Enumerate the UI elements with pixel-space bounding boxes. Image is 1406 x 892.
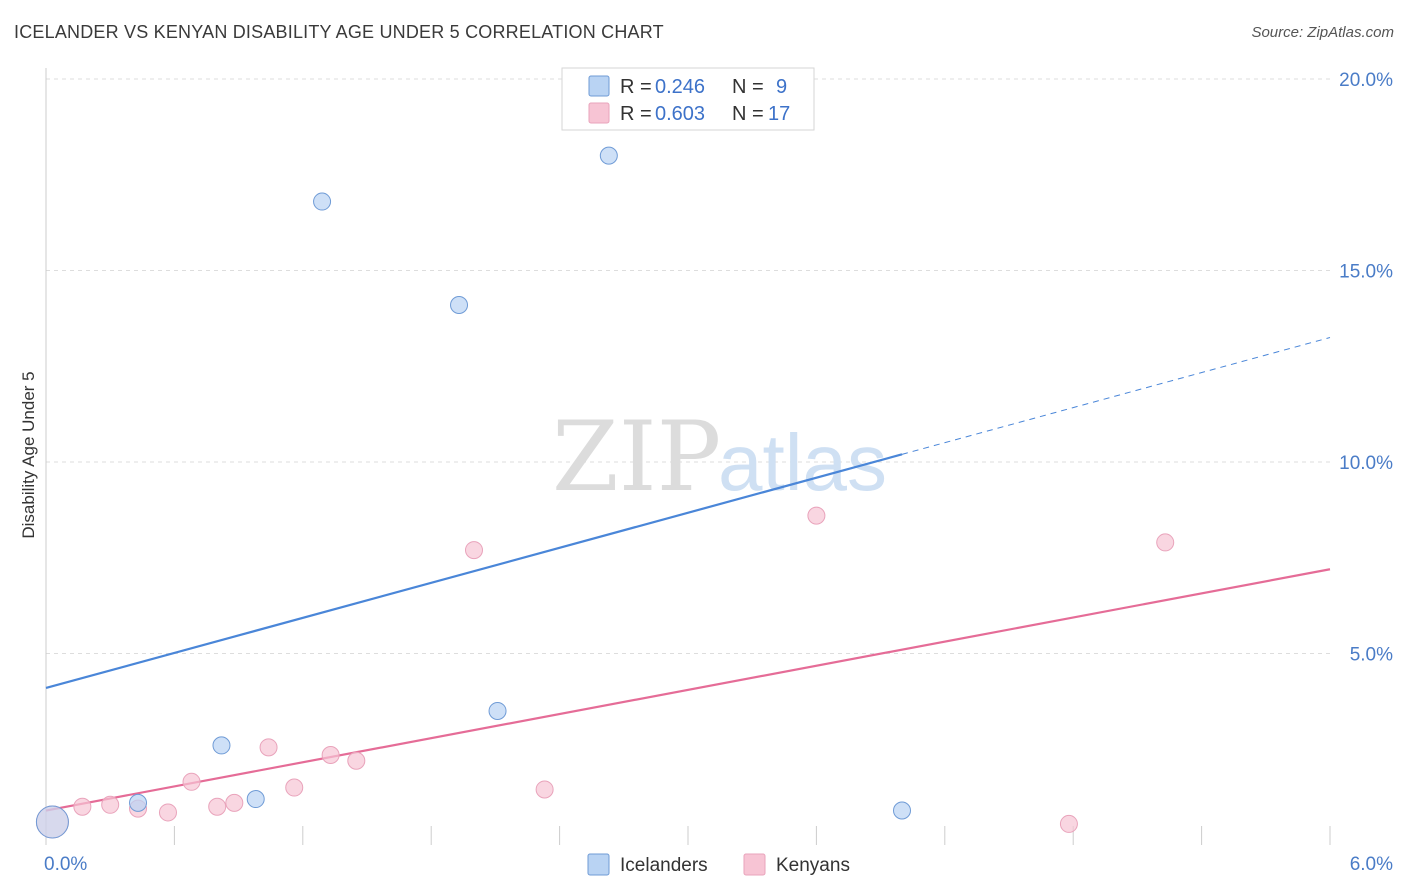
legend-r-label-kenyans: R = bbox=[620, 103, 652, 125]
y-axis-label: Disability Age Under 5 bbox=[19, 371, 38, 538]
trend-line-kenyans bbox=[45, 568, 1331, 812]
legend-n-label-icelanders: N = bbox=[732, 76, 764, 98]
point-kenyans bbox=[73, 797, 92, 816]
watermark-atlas: atlas bbox=[718, 418, 887, 507]
point-kenyans bbox=[1059, 814, 1078, 833]
point-icelanders bbox=[599, 146, 618, 165]
trend-line-icelanders bbox=[45, 453, 903, 690]
trend-line-icelanders-extension bbox=[901, 337, 1331, 455]
bottom-legend-kenyans: Kenyans bbox=[776, 855, 850, 876]
y-tick-label: 15.0% bbox=[1339, 262, 1393, 283]
legend-swatch-kenyans bbox=[588, 102, 610, 124]
legend-r-value-icelanders: 0.246 bbox=[655, 76, 705, 98]
y-tick-label: 10.0% bbox=[1339, 453, 1393, 474]
x-tick-label-max: 6.0% bbox=[1350, 854, 1393, 875]
x-tick-label-min: 0.0% bbox=[44, 854, 87, 875]
point-icelanders bbox=[893, 801, 911, 820]
trend-layer bbox=[45, 337, 1331, 812]
point-icelanders bbox=[488, 701, 507, 720]
points-layer bbox=[35, 146, 1175, 839]
axis-layer: 5.0% 10.0% 15.0% 20.0% 0.0% 6.0% bbox=[44, 68, 1393, 875]
point-kenyans bbox=[285, 778, 304, 797]
point-kenyans bbox=[535, 780, 554, 799]
chart-title: ICELANDER VS KENYAN DISABILITY AGE UNDER… bbox=[14, 22, 664, 42]
bottom-legend-icelanders: Icelanders bbox=[620, 855, 708, 876]
legend-r-label-icelanders: R = bbox=[620, 76, 652, 98]
bottom-legend-swatch-icelanders bbox=[587, 853, 610, 876]
point-icelanders bbox=[246, 790, 265, 809]
point-kenyans bbox=[465, 541, 483, 560]
legend-n-value-icelanders: 9 bbox=[776, 76, 787, 98]
source-label: Source: ZipAtlas.com bbox=[1251, 24, 1394, 41]
point-kenyans bbox=[225, 793, 244, 812]
point-kenyans bbox=[1156, 533, 1175, 552]
point-icelanders bbox=[129, 793, 148, 812]
point-kenyans bbox=[101, 795, 120, 814]
y-tick-label: 5.0% bbox=[1350, 645, 1393, 666]
point-kenyans bbox=[182, 772, 201, 791]
point-kenyans bbox=[208, 797, 227, 816]
y-tick-label: 20.0% bbox=[1339, 70, 1393, 91]
point-kenyans bbox=[321, 745, 340, 764]
legend-r-value-kenyans: 0.603 bbox=[655, 103, 705, 125]
bottom-legend: Icelanders Kenyans bbox=[587, 853, 850, 876]
bottom-legend-swatch-kenyans bbox=[743, 853, 766, 876]
point-kenyans bbox=[807, 506, 826, 525]
point-icelanders bbox=[212, 736, 231, 755]
point-icelanders bbox=[450, 295, 469, 314]
legend-n-label-kenyans: N = bbox=[732, 103, 764, 125]
point-kenyans bbox=[259, 738, 278, 757]
top-legend: R = 0.246 N = 9 R = 0.603 N = 17 bbox=[561, 67, 815, 131]
point-icelanders bbox=[313, 192, 332, 211]
point-icelanders bbox=[35, 805, 69, 839]
point-kenyans bbox=[158, 803, 177, 822]
grid-layer bbox=[46, 78, 1330, 654]
legend-n-value-kenyans: 17 bbox=[768, 103, 790, 125]
watermark-zip: ZIP bbox=[552, 401, 721, 513]
watermark: ZIP atlas bbox=[552, 401, 887, 513]
point-kenyans bbox=[347, 751, 366, 770]
legend-swatch-icelanders bbox=[588, 75, 610, 97]
